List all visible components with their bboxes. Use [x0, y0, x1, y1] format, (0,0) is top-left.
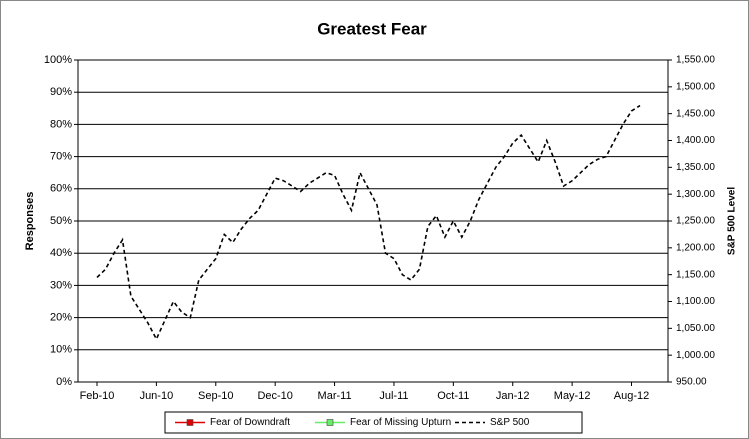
y-tick-label: 20% [50, 312, 72, 324]
x-tick-label: Jan-12 [496, 390, 530, 402]
y2-tick-label: 1,450.00 [676, 108, 715, 119]
y-tick-label: 100% [44, 54, 72, 66]
x-tick-label: Mar-11 [318, 390, 352, 402]
x-tick-label: Jun-10 [140, 390, 174, 402]
y-tick-label: 0% [56, 376, 72, 388]
y2-tick-label: 1,100.00 [676, 296, 715, 307]
x-tick-label: Oct-11 [437, 390, 469, 402]
y-tick-label: 90% [50, 86, 72, 98]
y2-tick-label: 1,400.00 [676, 135, 715, 146]
y2-tick-label: 1,550.00 [676, 55, 715, 66]
y-tick-label: 70% [50, 151, 72, 163]
y2-tick-label: 1,000.00 [676, 350, 715, 361]
x-tick-label: Dec-10 [257, 390, 292, 402]
y2-tick-label: 950.00 [676, 377, 707, 388]
y-tick-label: 60% [50, 183, 72, 195]
y2-tick-label: 1,500.00 [676, 81, 715, 92]
legend-swatch-marker [186, 419, 194, 426]
y2-tick-label: 1,150.00 [676, 269, 715, 280]
x-tick-label: Jul-11 [379, 390, 408, 402]
x-tick-label: Aug-12 [614, 390, 649, 402]
y2-tick-label: 1,200.00 [676, 242, 715, 253]
y-tick-label: 80% [50, 118, 72, 130]
y-tick-label: 10% [50, 344, 72, 356]
legend-label: Fear of Missing Upturn [350, 417, 451, 428]
y2-tick-label: 1,050.00 [676, 323, 715, 334]
chart-title: Greatest Fear [317, 19, 427, 38]
legend-swatch-marker [326, 419, 334, 426]
x-tick-label: May-12 [554, 390, 591, 402]
legend-label: S&P 500 [490, 417, 530, 428]
x-tick-label: Feb-10 [80, 390, 115, 402]
y-tick-label: 30% [50, 279, 72, 291]
y-tick-label: 50% [50, 215, 72, 227]
legend-box [164, 411, 583, 434]
y2-tick-label: 1,300.00 [676, 189, 715, 200]
y2-tick-label: 1,250.00 [676, 216, 715, 227]
y2-tick-label: 1,350.00 [676, 162, 715, 173]
series-line [96, 104, 641, 341]
x-tick-label: Sep-10 [198, 390, 233, 402]
y2-axis-title: S&P 500 Level [727, 187, 738, 255]
y-tick-label: 40% [50, 247, 72, 259]
y-axis-title: Responses [24, 192, 36, 251]
legend-label: Fear of Downdraft [210, 417, 290, 428]
